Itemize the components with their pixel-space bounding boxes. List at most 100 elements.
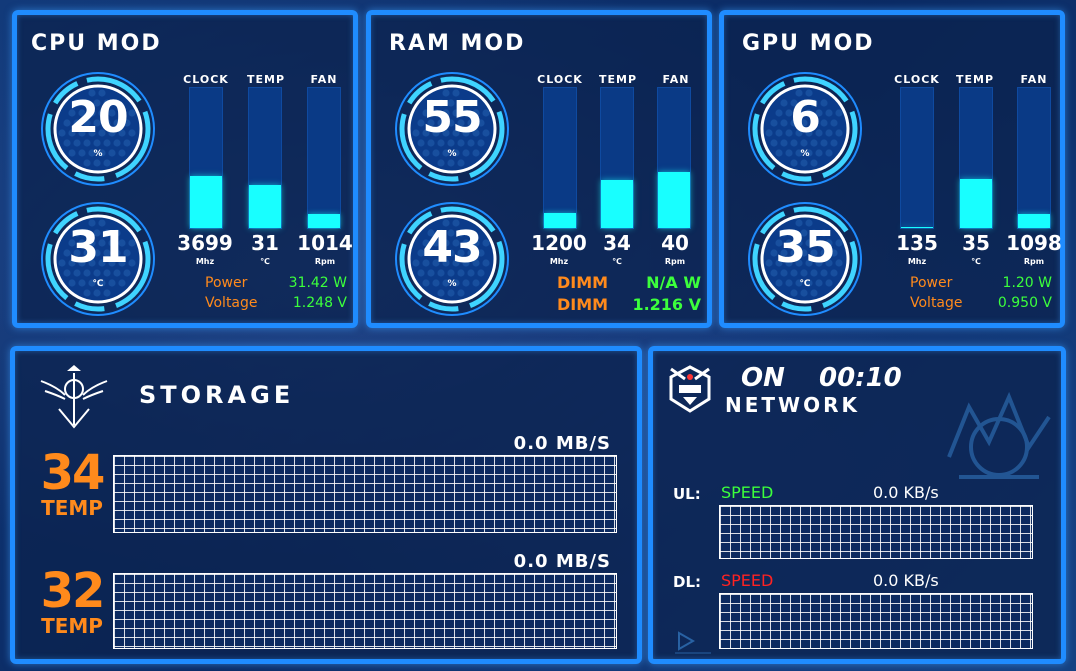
small-watermark-logo-icon [675,631,711,654]
ram-load-value: 55 [422,92,482,143]
fan-header: FAN [310,73,338,86]
gauge-ring-icon [395,202,509,316]
gauge-ring-icon [748,202,862,316]
fan-header: FAN [662,73,690,86]
clock-header: CLOCK [183,73,229,86]
network-title: NETWORK [725,393,861,417]
cpu-load-gauge: 20 % [39,70,157,188]
gpu-power-value: 1.20 W [1002,275,1052,291]
cpu-power-label: Power [205,275,248,291]
ram-temp-gauge: 43 % [393,200,511,318]
download-activity-graph [719,593,1033,649]
drive2-temp-label: TEMP [41,614,103,638]
ram-clock-unit: Mhz [549,257,569,266]
gauge-ring-icon [41,72,155,186]
clock-header: CLOCK [537,73,583,86]
gpu-title: GPU MOD [742,31,875,56]
gpu-clock-value: 135 [896,231,938,255]
cpu-load-unit: % [93,149,103,159]
drive1-activity-graph [113,455,617,533]
ram-dimm-power-value: N/A W [646,273,701,292]
gpu-panel: GPU MOD 6 % 35 ℃ CLOCK TEMP FAN 135 35 1… [719,10,1065,328]
cpu-power-value: 31.42 W [288,275,347,291]
gauge-ring-icon [748,72,862,186]
storage-title: STORAGE [139,381,295,409]
ram-dimm-voltage-value: 1.216 V [632,295,701,314]
gpu-temp-unit: ℃ [799,279,811,289]
cpu-panel: CPU MOD 20 % 31 ℃ CLOCK TEMP FAN 3699 31… [12,10,358,328]
bar-fill [544,212,576,228]
network-status: ON [741,363,785,393]
unicorn-emblem-icon [947,391,1051,479]
download-label: DL: [673,573,702,591]
bar-fill [249,184,281,228]
temp-header: TEMP [246,73,286,86]
cpu-title: CPU MOD [31,31,162,56]
bar-fill [190,176,222,228]
drive2-rate: 0.0 MB/S [513,551,611,572]
gpu-temp-bar [959,87,993,229]
network-clock: 00:10 [819,363,902,393]
upload-activity-graph [719,505,1033,559]
bar-fill [308,214,340,228]
gpu-voltage-label: Voltage [910,295,963,311]
cpu-temp-bar [248,87,282,229]
cpu-clock-bar [189,87,223,229]
cpu-temp-value-small: 31 [251,231,279,255]
drive1-temp-value: 34 [40,445,106,501]
storage-panel: STORAGE 34 TEMP 0.0 MB/S 32 TEMP 0.0 MB/… [10,346,642,664]
temp-header: TEMP [955,73,995,86]
bar-fill [1018,214,1050,228]
gpu-fan-unit: Rpm [1023,257,1045,266]
ram-fan-value: 40 [661,231,689,255]
ram-temp-value-small: 34 [603,231,631,255]
gauge-ring-icon [395,72,509,186]
temp-header: TEMP [598,73,638,86]
gpu-temp-value-small: 35 [962,231,990,255]
clock-header: CLOCK [894,73,940,86]
ram-load-unit: % [447,149,457,159]
cpu-voltage-label: Voltage [205,295,258,311]
bar-fill [658,172,690,228]
gpu-voltage-value: 0.950 V [997,295,1052,311]
ram-fan-unit: Rpm [664,257,686,266]
bar-fill [601,180,633,228]
download-speed-value: 0.0 KB/s [873,571,939,590]
ram-dimm-power-label: DIMM [557,273,609,292]
upload-speed-label: SPEED [721,483,774,502]
ram-clock-value: 1200 [531,231,587,255]
gpu-clock-bar [900,87,934,229]
drive1-temp-label: TEMP [41,496,103,520]
ram-fan-bar [657,87,691,229]
drive2-activity-graph [113,573,617,649]
winged-emblem-icon [40,365,108,429]
gpu-temp-gauge: 35 ℃ [746,200,864,318]
ram-load-gauge: 55 % [393,70,511,188]
download-speed-label: SPEED [721,571,774,590]
drive1-rate: 0.0 MB/S [513,433,611,454]
cpu-fan-value: 1014 [297,231,353,255]
gpu-fan-bar [1017,87,1051,229]
cpu-temp-gauge: 31 ℃ [39,200,157,318]
gpu-load-unit: % [800,149,810,159]
cpu-clock-unit: Mhz [195,257,215,266]
ram-temp-unit-small: ℃ [612,257,622,266]
gpu-power-label: Power [910,275,953,291]
bar-fill [901,226,933,228]
drive2-temp-block: 32 TEMP [37,567,107,637]
ram-temp-unit: % [447,279,457,289]
ram-temp-bar [600,87,634,229]
cpu-temp-unit-small: ℃ [260,257,270,266]
gpu-temp-unit-small: ℃ [971,257,981,266]
ram-clock-bar [543,87,577,229]
ram-dimm-voltage-label: DIMM [557,295,609,314]
gpu-load-gauge: 6 % [746,70,864,188]
gpu-fan-value: 1098 [1006,231,1062,255]
fan-header: FAN [1020,73,1048,86]
cpu-temp-unit: ℃ [92,279,104,289]
ram-panel: RAM MOD 55 % 43 % CLOCK TEMP FAN 1200 34… [366,10,712,328]
upload-label: UL: [673,485,701,503]
cpu-load-value: 20 [68,92,128,143]
gauge-ring-icon [41,202,155,316]
cpu-voltage-value: 1.248 V [292,295,347,311]
